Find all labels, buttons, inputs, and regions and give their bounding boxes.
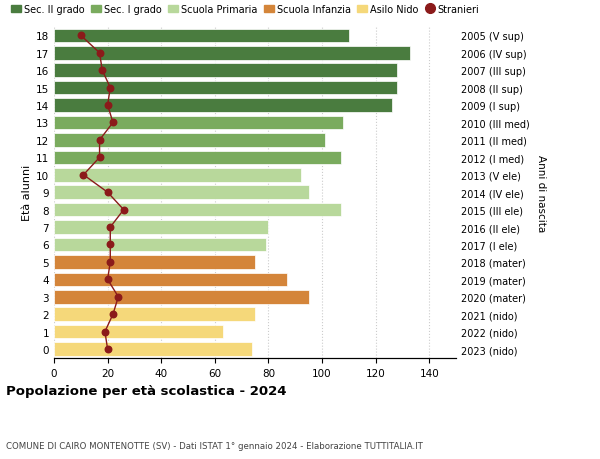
Point (79, 172, 88, 179)
Point (108, 311, 118, 318)
Bar (54, 47, 410, 61)
Y-axis label: Anni di nascita: Anni di nascita (536, 154, 546, 231)
Point (76, 33, 86, 40)
Bar (54, 151, 341, 165)
Bar (54, 342, 253, 356)
Bar (54, 82, 397, 95)
Point (100, 328, 110, 336)
Point (103, 346, 112, 353)
Point (106, 241, 115, 249)
Text: Popolazione per età scolastica - 2024: Popolazione per età scolastica - 2024 (6, 384, 287, 397)
Y-axis label: Età alunni: Età alunni (22, 165, 32, 221)
Point (106, 224, 115, 231)
Bar (54, 99, 392, 112)
Point (97, 67, 107, 75)
Bar (54, 308, 255, 321)
Point (95, 154, 104, 162)
Point (106, 259, 115, 266)
Bar (54, 64, 397, 78)
Bar (54, 117, 343, 130)
Bar (54, 238, 266, 252)
Point (95, 50, 104, 57)
Point (106, 85, 115, 92)
Point (103, 102, 112, 110)
Text: COMUNE DI CAIRO MONTENOTTE (SV) - Dati ISTAT 1° gennaio 2024 - Elaborazione TUTT: COMUNE DI CAIRO MONTENOTTE (SV) - Dati I… (6, 441, 423, 450)
Bar (54, 168, 301, 182)
Bar (54, 203, 341, 217)
Bar (54, 273, 287, 286)
Point (95, 137, 104, 144)
Point (103, 276, 112, 283)
Bar (54, 291, 308, 304)
Bar (54, 29, 349, 43)
Bar (54, 325, 223, 339)
Point (113, 293, 123, 301)
Point (108, 119, 118, 127)
Legend: Sec. II grado, Sec. I grado, Scuola Primaria, Scuola Infanzia, Asilo Nido, Stran: Sec. II grado, Sec. I grado, Scuola Prim… (11, 5, 479, 15)
Point (103, 189, 112, 196)
Bar (54, 256, 255, 269)
Bar (54, 221, 268, 235)
Point (119, 207, 128, 214)
Bar (54, 134, 325, 147)
Bar (54, 186, 308, 200)
